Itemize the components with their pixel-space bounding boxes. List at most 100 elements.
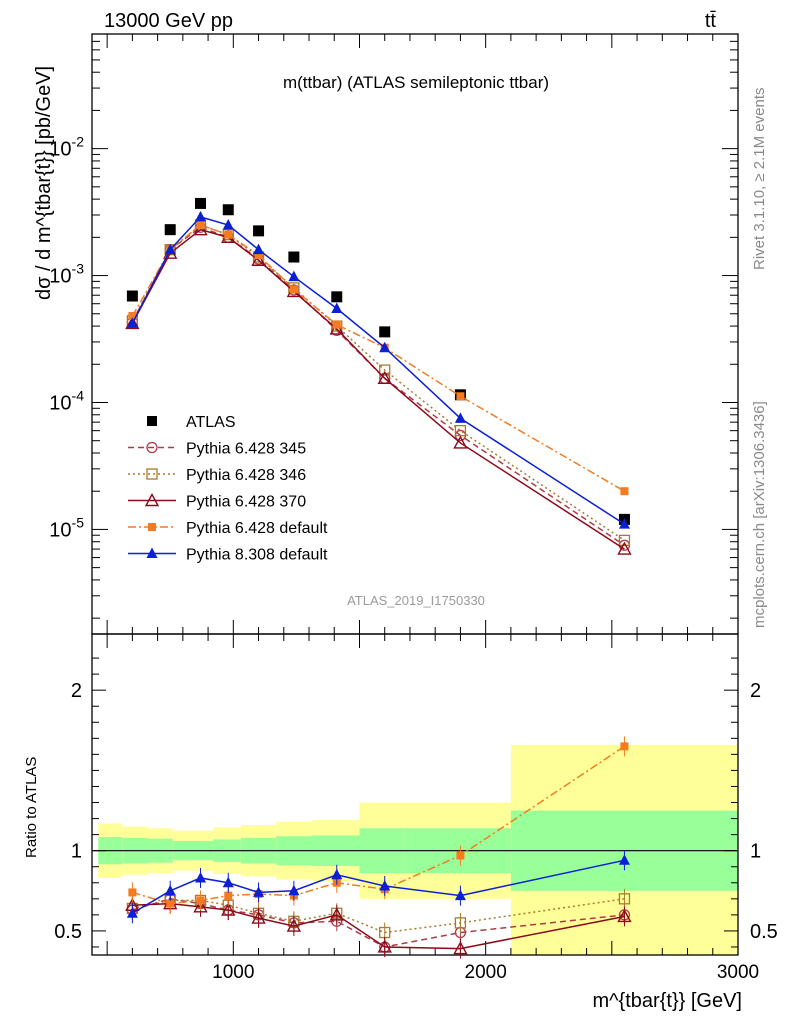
- data-point: [251, 252, 266, 266]
- y-tick-label-right: 2: [750, 680, 761, 702]
- ratio-line-4: [131, 859, 625, 914]
- ratio-point: [224, 891, 233, 900]
- data-point: [379, 364, 391, 376]
- data-point: [222, 219, 234, 230]
- data-point: [195, 197, 207, 209]
- series-line-4: [131, 224, 625, 492]
- ratio-point: [617, 909, 632, 923]
- legend-marker: [146, 441, 158, 454]
- data-point: [331, 291, 343, 303]
- ratio-point: [454, 917, 467, 929]
- main-ylabel-text: dσ / d m^{tbar{t}} [pb/GeV]: [33, 66, 55, 300]
- data-point: [196, 221, 205, 230]
- ratio-point: [618, 854, 630, 865]
- series-line-3: [131, 228, 625, 550]
- ratio-point: [331, 868, 343, 880]
- data-point: [620, 487, 629, 496]
- svg-text:dσ / d m^{tbar{t}} [pb/GeV]: dσ / d m^{tbar{t}} [pb/GeV]: [33, 66, 55, 300]
- data-point: [453, 435, 468, 449]
- legend-label: Pythia 8.308 default: [186, 547, 328, 564]
- y-tick-label-right: 1: [750, 841, 761, 863]
- data-point: [288, 270, 300, 282]
- legend-marker: [144, 493, 160, 507]
- ratio-panel: 1000 2000 3000 0.5 0.5 1 1 2 2: [54, 633, 778, 983]
- data-point: [456, 392, 465, 401]
- ratio-line-2: [132, 902, 625, 950]
- legend-label: Pythia 6.428 346: [186, 467, 306, 484]
- data-point: [377, 370, 392, 385]
- ratio-point: [193, 899, 208, 913]
- legend-marker: [146, 547, 158, 558]
- ratio-point: [288, 884, 300, 896]
- source-label: mcplots.cern.ch [arXiv:1306.3436]: [751, 401, 768, 628]
- ratio-point: [222, 876, 234, 888]
- ratio-point: [128, 888, 137, 897]
- data-point: [253, 243, 265, 255]
- legend-label: Pythia 6.428 370: [186, 494, 306, 511]
- y-tick-label: 1: [71, 841, 82, 863]
- process-label: tt̄: [705, 10, 717, 32]
- ratio-point: [329, 907, 344, 921]
- data-point: [126, 317, 138, 328]
- data-point: [253, 225, 265, 237]
- plot-title: m(ttbar) (ATLAS semileptonic ttbar): [283, 73, 549, 92]
- data-point: [617, 541, 632, 555]
- data-point: [164, 243, 176, 255]
- data-point: [125, 315, 140, 330]
- energy-label: 13000 GeV pp: [104, 10, 233, 32]
- data-point: [193, 222, 208, 236]
- y-tick-label: 0.5: [54, 921, 82, 943]
- x-axis-label: m^{tbar{t}} [GeV]: [593, 990, 742, 1012]
- series-line-1: [131, 226, 625, 546]
- ratio-point: [454, 889, 466, 901]
- data-point: [222, 229, 234, 241]
- x-tick-label: 1000: [212, 962, 254, 983]
- y-tick-label: 2: [71, 680, 82, 702]
- ratio-point: [379, 879, 391, 891]
- legend-marker: [147, 416, 157, 426]
- ratio-point: [126, 907, 138, 918]
- main-frame: [91, 33, 739, 635]
- data-point: [379, 326, 391, 338]
- main-ylabel: dσ / d m^{tbar{t}} [pb/GeV]: [33, 66, 55, 300]
- data-point: [224, 230, 233, 239]
- data-point: [454, 412, 466, 423]
- data-point: [195, 210, 207, 222]
- y-tick-label: 10-4: [49, 387, 84, 414]
- series-line-5: [131, 216, 625, 525]
- ratio-frame: [91, 633, 739, 956]
- legend-label: Pythia 6.428 default: [186, 520, 328, 537]
- data-point: [332, 320, 341, 329]
- ratio-line-0: [132, 898, 625, 948]
- x-tick-label: 3000: [717, 962, 759, 983]
- main-panel: 10-5 10-4 10-3 10-2: [49, 33, 739, 648]
- ratio-point: [456, 851, 465, 860]
- data-point: [126, 290, 138, 302]
- rivet-label: Rivet 3.1.10, ≥ 2.1M events: [751, 88, 768, 271]
- analysis-id: ATLAS_2019_I1750330: [347, 593, 485, 608]
- data-point: [618, 534, 631, 547]
- ratio-point: [618, 893, 631, 905]
- data-point: [331, 302, 343, 314]
- ratio-point: [221, 902, 236, 916]
- ratio-ylabel: Ratio to ATLAS: [23, 757, 40, 858]
- ratio-point: [286, 918, 302, 932]
- legend-marker: [146, 468, 158, 480]
- ratio-line-1: [132, 898, 625, 934]
- legend-marker: [148, 523, 156, 531]
- ratio-point: [166, 899, 175, 908]
- data-point: [222, 204, 234, 216]
- legend: ATLAS Pythia 6.428 345 Pythia 6.428 346 Pyt…: [128, 414, 328, 564]
- data-point: [288, 251, 300, 263]
- data-point: [254, 251, 263, 260]
- x-tick-label: 2000: [465, 962, 507, 983]
- ratio-point: [251, 910, 266, 924]
- ratio-line-3: [132, 745, 625, 905]
- ratio-point: [253, 886, 265, 897]
- data-point: [128, 312, 137, 321]
- data-point: [289, 285, 298, 294]
- y-tick-label: 10-3: [49, 261, 84, 288]
- legend-label: Pythia 6.428 345: [186, 441, 306, 458]
- y-tick-label: 10-5: [49, 514, 84, 541]
